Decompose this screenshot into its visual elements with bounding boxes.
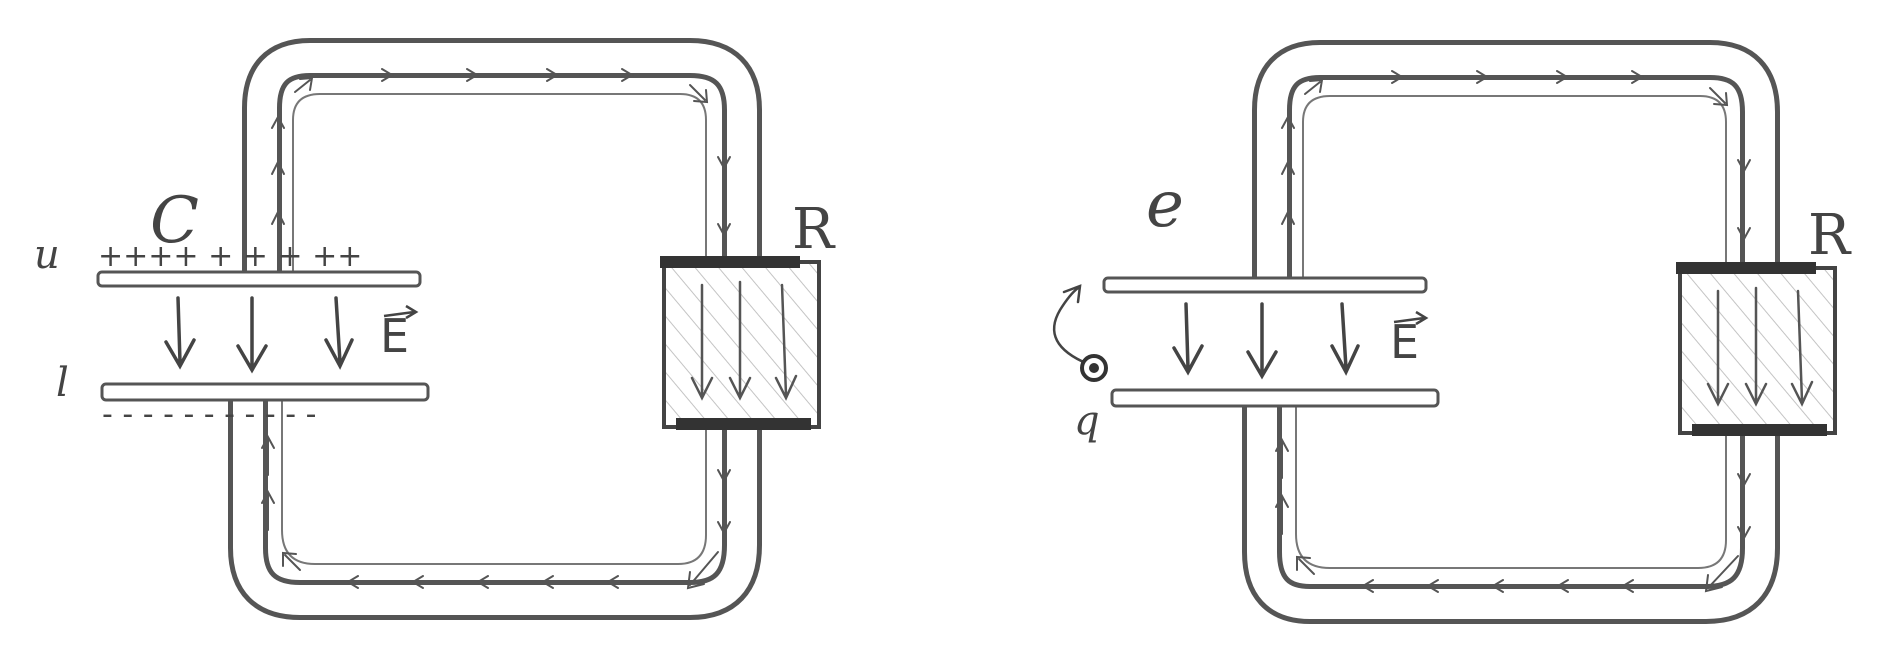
left-bottom-plate-charges: - - - - - - - - - - - <box>102 397 316 432</box>
left-top-plate-charges: ++++ + + + ++ <box>98 239 362 274</box>
right-field-label-group: E <box>1390 310 1429 369</box>
right-top-plate <box>1102 276 1428 294</box>
left-top-plate <box>96 270 422 288</box>
right-wire-loop <box>1242 40 1780 624</box>
left-resistor-label: R <box>792 197 836 262</box>
left-field-arrows <box>164 296 354 374</box>
left-field-label-group: E <box>380 304 419 363</box>
right-bottom-plate <box>1110 388 1440 408</box>
vector-arrow-icon <box>383 304 419 320</box>
right-capacitor-label: e <box>1146 168 1184 242</box>
left-current-arrows <box>261 68 731 590</box>
left-bottom-plate <box>100 382 430 402</box>
right-field-label: E <box>1390 315 1419 369</box>
left-bottom-plate-label: l <box>56 360 69 406</box>
right-capacitor <box>1052 276 1440 408</box>
left-resistor <box>660 256 821 430</box>
charge-particle <box>1052 284 1108 382</box>
vector-arrow-icon <box>1393 310 1429 326</box>
right-field-arrows <box>1172 302 1360 380</box>
charge-path-arrow-icon <box>1052 284 1090 366</box>
left-capacitor <box>96 270 430 402</box>
right-current-arrows <box>1275 70 1751 593</box>
left-circuit: C R u l ++++ + + + ++ - - - - - - - - - … <box>34 38 836 620</box>
left-field-label: E <box>380 309 409 363</box>
left-wire-loop <box>228 38 762 620</box>
right-resistor <box>1676 262 1837 436</box>
right-charge-label: q <box>1074 398 1100 444</box>
left-top-plate-label: u <box>34 232 60 278</box>
right-circuit: e R q E <box>1052 40 1852 624</box>
left-capacitor-label: C <box>150 184 199 258</box>
right-resistor-label: R <box>1808 203 1852 268</box>
